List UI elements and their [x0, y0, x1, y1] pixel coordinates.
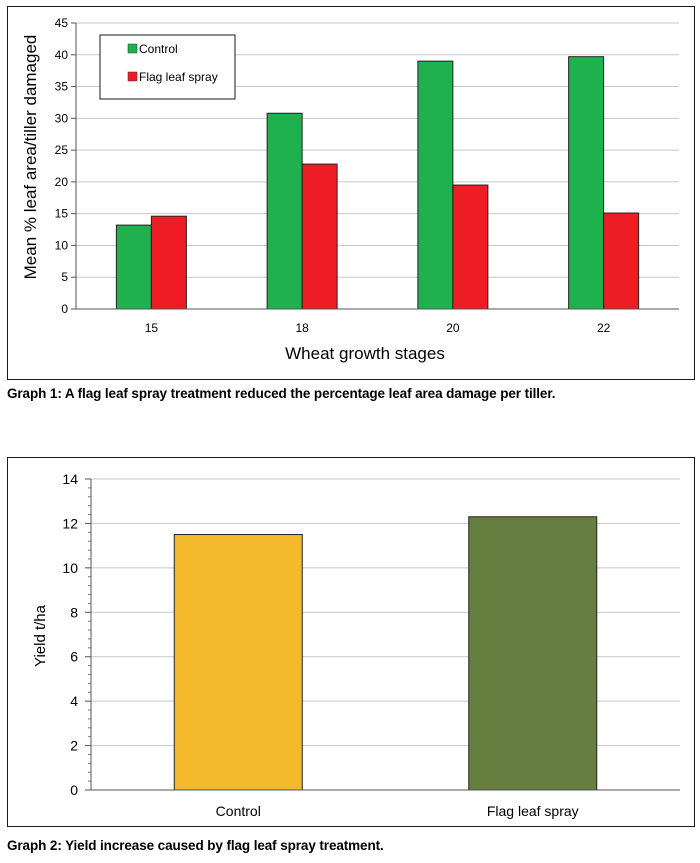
chart-1-y-tick-label: 25 [55, 143, 69, 157]
chart-2-y-tick-label: 6 [70, 649, 78, 665]
chart-1-y-tick-label: 20 [55, 175, 69, 189]
chart-2-x-tick-labels: Control Flag leaf spray [216, 803, 579, 819]
chart-1-axes [71, 22, 679, 310]
chart-2-y-tick-label: 2 [70, 738, 78, 754]
chart-1-x-tick-label: 18 [295, 321, 309, 335]
graph-2-caption: Graph 2: Yield increase caused by flag l… [7, 838, 384, 853]
chart-2-x-tick-label: Flag leaf spray [487, 803, 579, 819]
chart-1-y-axis-label: Mean % leaf area/tiller damaged [21, 35, 40, 280]
chart-2-frame: 0 2 4 6 8 10 12 14 Control Flag leaf spray Yield… [7, 457, 695, 827]
chart-1-x-tick-label: 20 [446, 321, 460, 335]
chart-2-bar-control [173, 534, 303, 791]
chart-1-x-axis-label: Wheat growth stages [285, 344, 445, 363]
chart-1-bar-control-22 [568, 56, 605, 310]
chart-2-x-tick-label: Control [216, 803, 261, 819]
chart-2-bar-flag-leaf-spray [468, 516, 598, 791]
chart-2-y-tick-labels: 0 2 4 6 8 10 12 14 [62, 471, 78, 798]
chart-2-y-tick-label: 8 [70, 604, 78, 620]
chart-1-legend-box [99, 34, 236, 100]
chart-2-y-tick-label: 10 [62, 560, 78, 576]
legend-label-control: Control [139, 42, 178, 56]
chart-2-y-tick-label: 12 [62, 515, 78, 531]
chart-2-bars [173, 516, 598, 791]
chart-1-x-tick-labels: 15 18 20 22 [145, 321, 611, 335]
chart-1-x-tick-label: 22 [597, 321, 611, 335]
legend-swatch-control [127, 43, 138, 54]
chart-2-axes [85, 478, 680, 791]
chart-1-y-tick-label: 35 [55, 80, 69, 94]
chart-1-bar-flag-leaf-spray-18 [301, 163, 338, 310]
chart-2-y-tick-label: 4 [70, 693, 78, 709]
chart-1-y-tick-label: 15 [55, 207, 69, 221]
chart-1-bars [115, 56, 640, 310]
chart-1-bar-control-15 [115, 224, 152, 310]
chart-1-bar-flag-leaf-spray-15 [150, 215, 187, 310]
chart-1-x-tick-label: 15 [145, 321, 159, 335]
chart-2-y-axis-label: Yield t/ha [32, 604, 49, 667]
chart-1-y-tick-labels: 0 5 10 15 20 25 30 35 40 45 [55, 16, 69, 316]
chart-1-bar-control-18 [266, 112, 303, 310]
chart-1-frame: 0 5 10 15 20 25 30 35 40 45 15 18 20 22 Mean % leaf … [7, 6, 695, 380]
chart-2-yield: 0 2 4 6 8 10 12 14 Control Flag leaf spray Yield… [32, 471, 680, 819]
chart-1-leaf-damage: 0 5 10 15 20 25 30 35 40 45 15 18 20 22 Mean % leaf … [21, 16, 679, 363]
chart-1-y-tick-label: 30 [55, 111, 69, 125]
chart-2-y-tick-label: 14 [62, 471, 78, 487]
chart-1-y-tick-label: 40 [55, 48, 69, 62]
graph-1-caption: Graph 1: A flag leaf spray treatment red… [7, 386, 556, 401]
chart-1-bar-flag-leaf-spray-20 [452, 184, 489, 310]
chart-1-legend: Control Flag leaf spray [99, 34, 236, 100]
legend-swatch-flag-leaf-spray [127, 71, 138, 82]
chart-1-y-tick-label: 0 [61, 302, 68, 316]
chart-1-y-tick-label: 45 [55, 16, 69, 30]
chart-1-bar-flag-leaf-spray-22 [603, 212, 640, 310]
chart-1-y-tick-label: 10 [55, 238, 69, 252]
legend-label-flag-leaf-spray: Flag leaf spray [139, 70, 218, 84]
chart-2-y-tick-label: 0 [70, 782, 78, 798]
chart-1-y-tick-label: 5 [61, 270, 68, 284]
chart-1-bar-control-20 [417, 60, 454, 310]
